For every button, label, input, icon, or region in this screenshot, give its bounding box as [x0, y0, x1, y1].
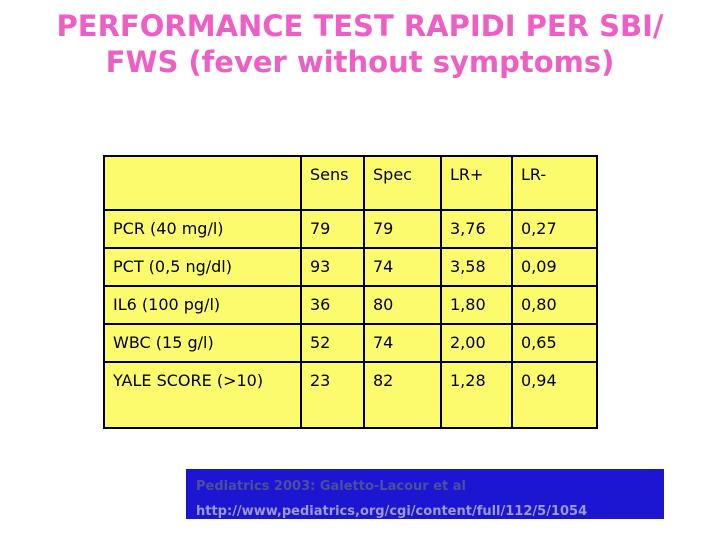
- lr-minus-cell: 0,09: [511, 247, 598, 287]
- sens-cell: 23: [300, 361, 365, 429]
- title-line-2: FWS (fever without symptoms): [105, 45, 615, 79]
- row-label-cell: PCT (0,5 ng/dl): [103, 247, 302, 287]
- lr-plus-cell: 3,76: [440, 209, 513, 249]
- citation-box: Pediatrics 2003: Galetto-Lacour et al ht…: [186, 469, 664, 519]
- spec-cell: 82: [363, 361, 442, 429]
- lr-plus-cell: 2,00: [440, 323, 513, 363]
- header-cell-empty: [103, 155, 302, 211]
- table-row-yale: YALE SCORE (>10) 23 82 1,28 0,94: [103, 361, 598, 429]
- sens-cell: 93: [300, 247, 365, 287]
- table-row-il6: IL6 (100 pg/l) 36 80 1,80 0,80: [103, 285, 598, 325]
- lr-minus-cell: 0,94: [511, 361, 598, 429]
- row-label-cell: WBC (15 g/l): [103, 323, 302, 363]
- lr-minus-cell: 0,80: [511, 285, 598, 325]
- header-cell-spec: Spec: [363, 155, 442, 211]
- row-label-cell: IL6 (100 pg/l): [103, 285, 302, 325]
- table-row-pct: PCT (0,5 ng/dl) 93 74 3,58 0,09: [103, 247, 598, 287]
- header-cell-lr-minus: LR-: [511, 155, 598, 211]
- lr-minus-cell: 0,65: [511, 323, 598, 363]
- lr-plus-cell: 1,28: [440, 361, 513, 429]
- lr-minus-cell: 0,27: [511, 209, 598, 249]
- table-row-pcr: PCR (40 mg/l) 79 79 3,76 0,27: [103, 209, 598, 249]
- slide-title: PERFORMANCE TEST RAPIDI PER SBI/ FWS (fe…: [0, 8, 720, 80]
- spec-cell: 80: [363, 285, 442, 325]
- spec-cell: 74: [363, 323, 442, 363]
- performance-table: Sens Spec LR+ LR- PCR (40 mg/l) 79 79 3,…: [103, 155, 598, 429]
- header-cell-sens: Sens: [300, 155, 365, 211]
- header-cell-lr-plus: LR+: [440, 155, 513, 211]
- lr-plus-cell: 1,80: [440, 285, 513, 325]
- table-row-wbc: WBC (15 g/l) 52 74 2,00 0,65: [103, 323, 598, 363]
- title-line-1: PERFORMANCE TEST RAPIDI PER SBI/: [56, 9, 664, 43]
- row-label-cell: PCR (40 mg/l): [103, 209, 302, 249]
- lr-plus-cell: 3,58: [440, 247, 513, 287]
- row-label-cell: YALE SCORE (>10): [103, 361, 302, 429]
- sens-cell: 36: [300, 285, 365, 325]
- citation-reference: Pediatrics 2003: Galetto-Lacour et al: [196, 479, 466, 494]
- sens-cell: 52: [300, 323, 365, 363]
- spec-cell: 74: [363, 247, 442, 287]
- citation-url: http://www,pediatrics,org/cgi/content/fu…: [196, 504, 588, 519]
- sens-cell: 79: [300, 209, 365, 249]
- spec-cell: 79: [363, 209, 442, 249]
- table-header-row: Sens Spec LR+ LR-: [103, 155, 598, 211]
